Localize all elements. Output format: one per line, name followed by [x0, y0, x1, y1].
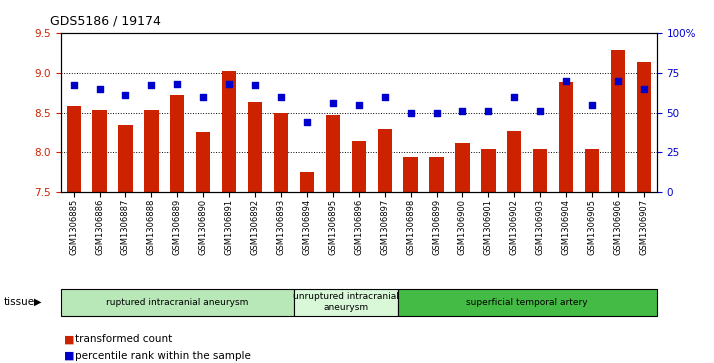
Point [301, 119, 313, 125]
Bar [611, 50, 625, 192]
Point [120, 92, 131, 98]
Bar [637, 62, 651, 192]
Bar [66, 106, 81, 192]
Bar [274, 113, 288, 192]
Point [68, 82, 79, 88]
Bar [403, 157, 418, 192]
Point [535, 108, 546, 114]
Bar [559, 82, 573, 192]
Bar [533, 149, 548, 192]
Point [198, 94, 209, 99]
Bar [300, 172, 314, 192]
Point [223, 81, 235, 87]
Point [508, 94, 520, 99]
Bar [294, 289, 398, 316]
Bar [222, 71, 236, 192]
Text: unruptured intracranial
aneurysm: unruptured intracranial aneurysm [293, 293, 398, 312]
Text: transformed count: transformed count [75, 334, 172, 344]
Point [327, 100, 338, 106]
Text: ruptured intracranial aneurysm: ruptured intracranial aneurysm [106, 298, 248, 307]
Bar [92, 110, 106, 192]
Bar [196, 132, 211, 192]
Text: GDS5186 / 19174: GDS5186 / 19174 [50, 15, 161, 28]
Bar [61, 289, 294, 316]
Bar [352, 141, 366, 192]
Point [405, 110, 416, 115]
Text: ▶: ▶ [34, 297, 42, 307]
Point [276, 94, 287, 99]
Bar [170, 95, 184, 192]
Point [171, 81, 183, 87]
Point [431, 110, 442, 115]
Text: percentile rank within the sample: percentile rank within the sample [75, 351, 251, 361]
Bar [456, 143, 470, 192]
Point [94, 86, 105, 91]
Bar [326, 115, 340, 192]
Point [457, 108, 468, 114]
Point [586, 102, 598, 107]
Point [483, 108, 494, 114]
Text: ■: ■ [64, 351, 75, 361]
Text: ■: ■ [64, 334, 75, 344]
Bar [144, 110, 159, 192]
Point [560, 78, 572, 83]
Bar [507, 131, 521, 192]
Bar [398, 289, 657, 316]
Bar [585, 149, 599, 192]
Point [638, 86, 650, 91]
Text: superficial temporal artery: superficial temporal artery [466, 298, 588, 307]
Point [353, 102, 364, 107]
Point [249, 82, 261, 88]
Bar [481, 149, 496, 192]
Point [379, 94, 391, 99]
Point [613, 78, 624, 83]
Text: tissue: tissue [4, 297, 35, 307]
Bar [119, 125, 133, 192]
Bar [378, 129, 392, 192]
Bar [429, 157, 443, 192]
Point [146, 82, 157, 88]
Bar [248, 102, 262, 192]
